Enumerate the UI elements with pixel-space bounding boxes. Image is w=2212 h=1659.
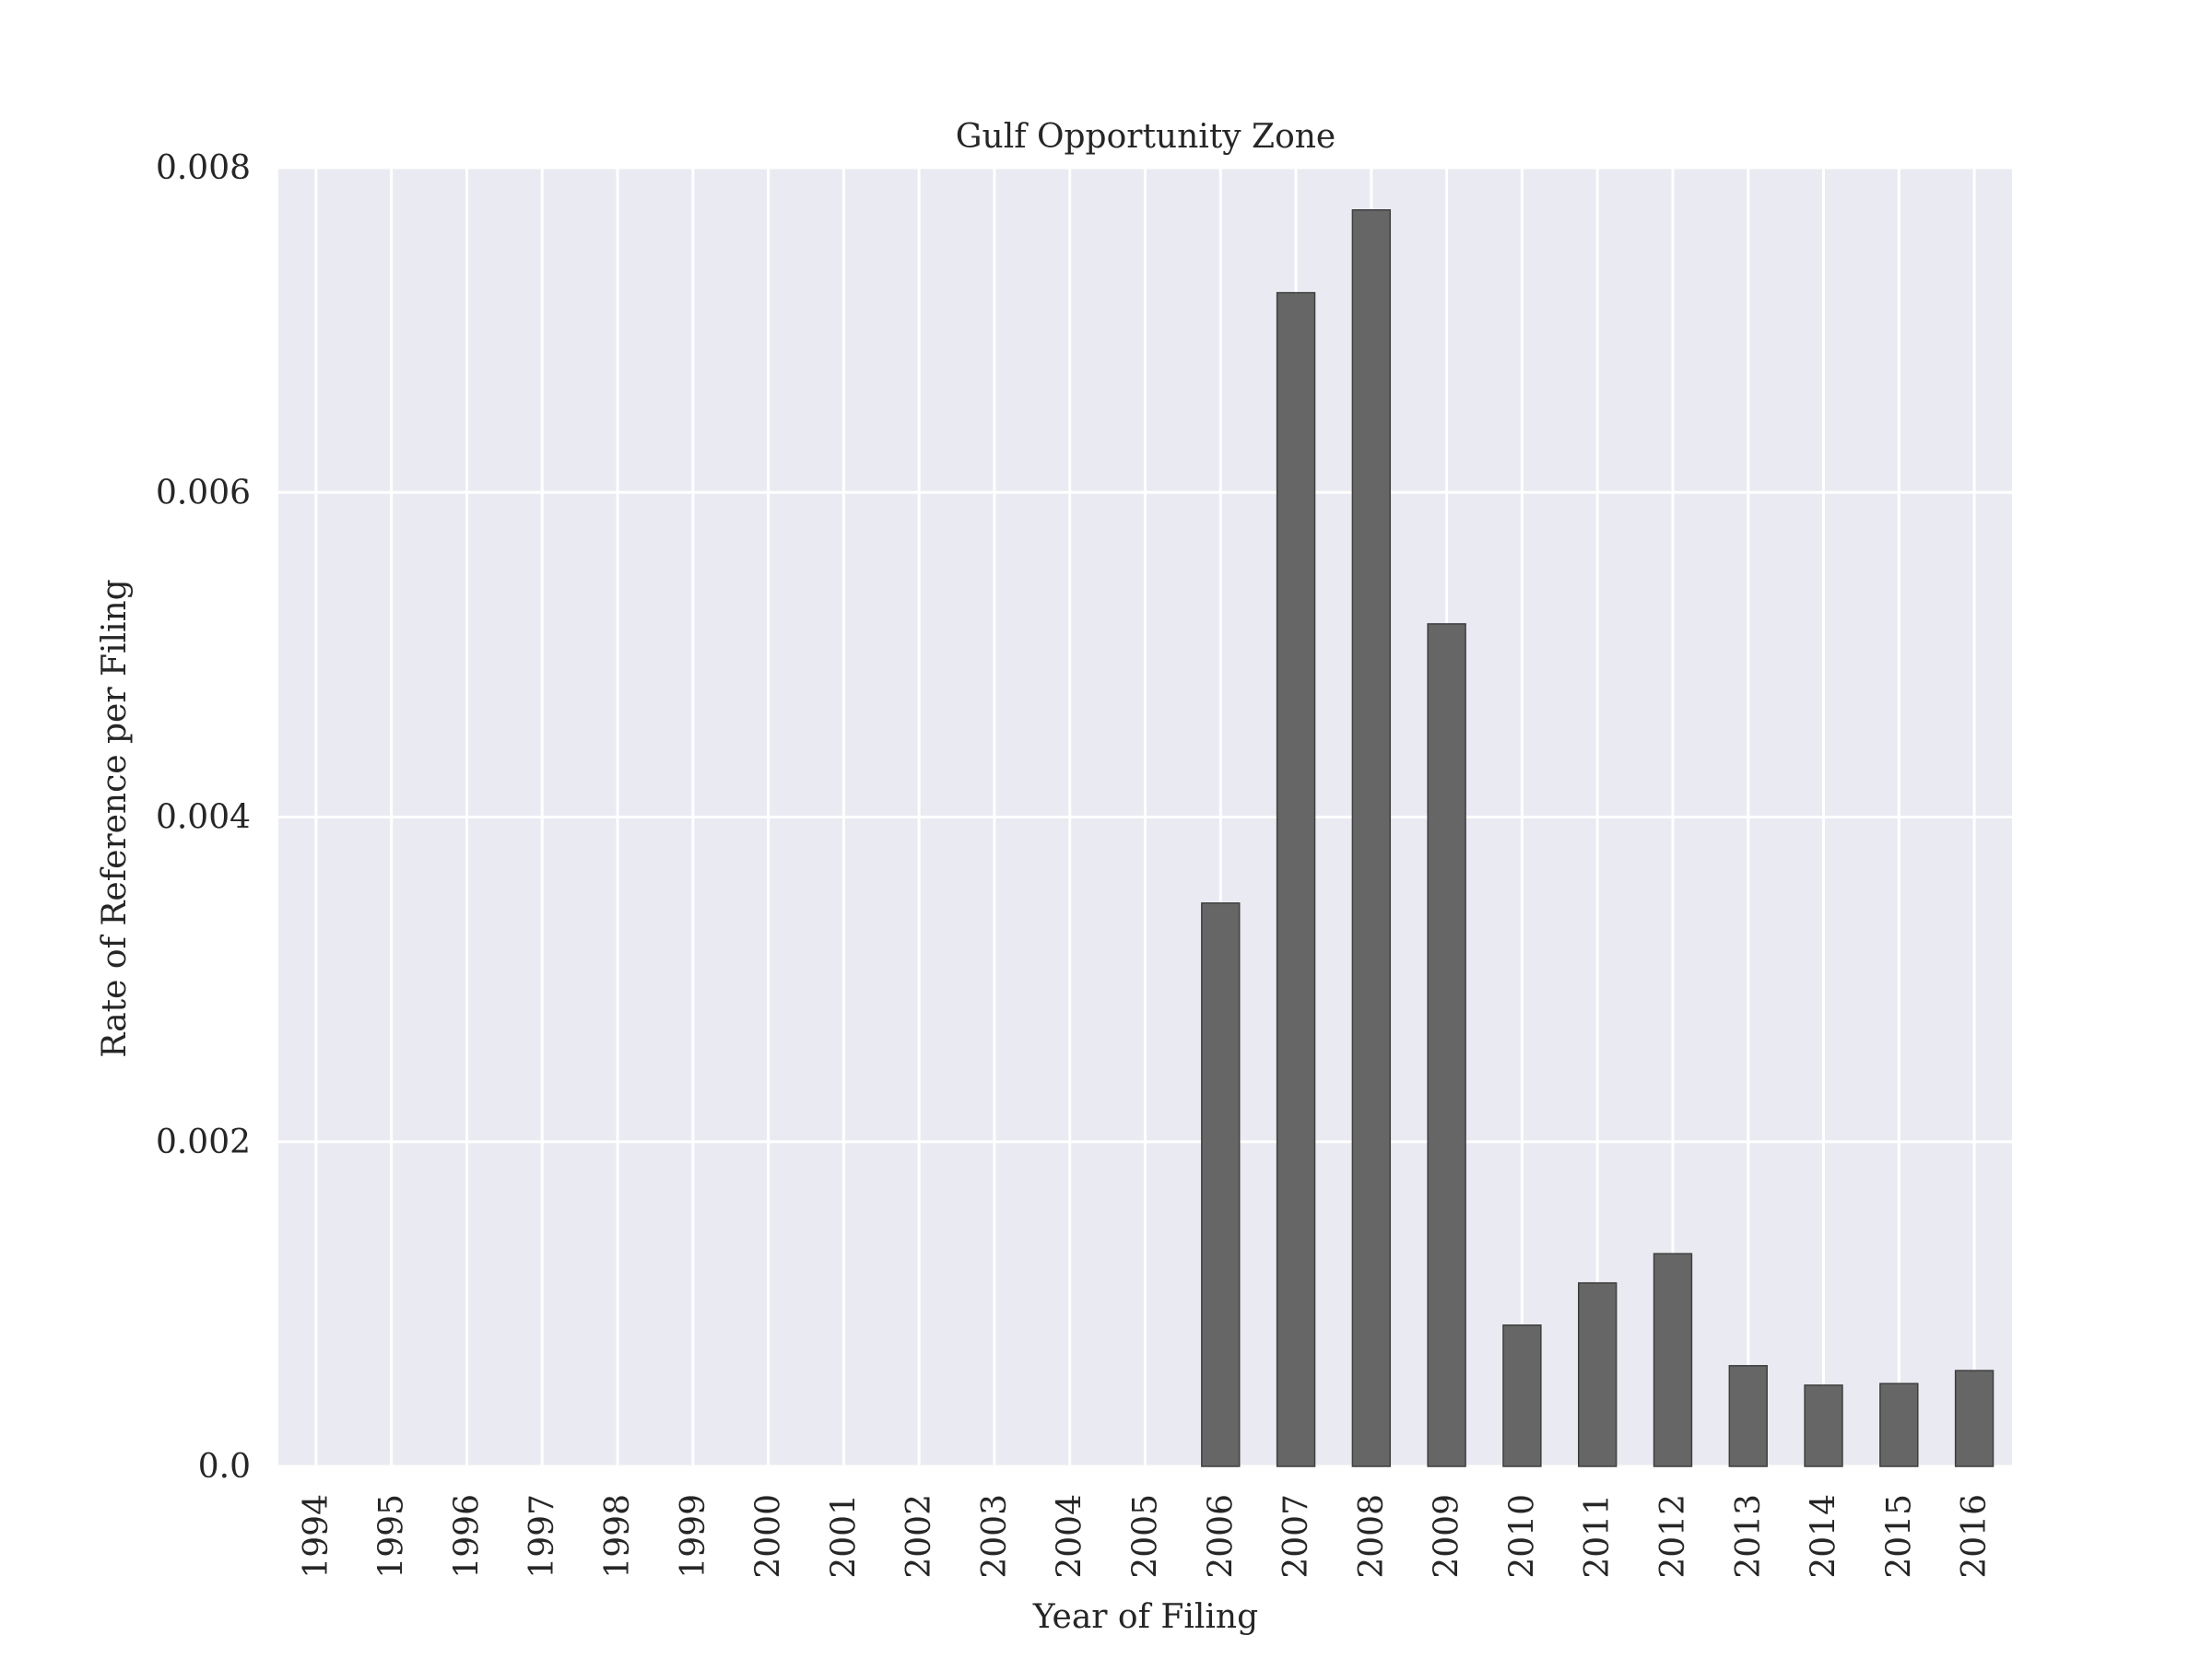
- x-tick-label: 2007: [1277, 1494, 1315, 1579]
- y-tick-label: 0.002: [156, 1124, 251, 1161]
- x-tick-label: 2003: [976, 1494, 1014, 1579]
- bars: [1201, 209, 1994, 1467]
- y-axis-label: Rate of Reference per Filing: [96, 579, 134, 1057]
- x-tick-label: 2011: [1579, 1494, 1617, 1579]
- y-tick-label: 0.006: [156, 474, 251, 512]
- x-tick-label: 1999: [675, 1494, 712, 1579]
- bar-2015: [1879, 1382, 1919, 1467]
- x-tick-label: 2004: [1052, 1494, 1089, 1579]
- bar-2011: [1578, 1282, 1618, 1467]
- bar-2009: [1427, 623, 1466, 1467]
- x-tick-label: 2013: [1730, 1494, 1768, 1579]
- bar-2012: [1653, 1253, 1693, 1467]
- bar-2006: [1201, 902, 1241, 1467]
- x-tick-label: 1994: [298, 1494, 335, 1579]
- x-tick-label: 1995: [373, 1494, 411, 1579]
- bar-2008: [1351, 209, 1392, 1467]
- y-tick-labels: 0.0 0.002 0.004 0.006 0.008: [156, 149, 251, 1486]
- x-tick-label: 2010: [1503, 1494, 1541, 1579]
- x-tick-label: 1996: [448, 1494, 486, 1579]
- bar-2016: [1954, 1370, 1994, 1467]
- x-tick-label: 1997: [524, 1494, 561, 1579]
- y-tick-label: 0.004: [156, 799, 251, 837]
- x-tick-label: 2012: [1654, 1494, 1692, 1579]
- x-tick-labels: 1994 1995 1996 1997 1998 1999 2000 2001 2002 2003…: [298, 1494, 1994, 1579]
- x-tick-label: 2002: [900, 1494, 938, 1579]
- y-tick-label: 0.0: [198, 1448, 251, 1486]
- x-tick-label: 2015: [1880, 1494, 1918, 1579]
- x-tick-label: 2006: [1202, 1494, 1240, 1579]
- x-tick-label: 2014: [1806, 1494, 1843, 1579]
- x-tick-label: 2000: [750, 1494, 788, 1579]
- x-axis-label: Year of Filing: [1032, 1598, 1258, 1636]
- x-tick-label: 2016: [1956, 1494, 1994, 1579]
- x-tick-label: 2008: [1353, 1494, 1391, 1579]
- y-tick-label: 0.008: [156, 149, 251, 187]
- bar-2007: [1276, 291, 1316, 1467]
- bar-2014: [1804, 1384, 1843, 1467]
- x-tick-label: 1998: [599, 1494, 637, 1579]
- x-tick-label: 2009: [1429, 1494, 1466, 1579]
- x-tick-label: 2005: [1127, 1494, 1165, 1579]
- x-tick-label: 2001: [825, 1494, 863, 1579]
- bar-2010: [1502, 1324, 1542, 1467]
- chart-title: Gulf Opportunity Zone: [956, 118, 1336, 156]
- bar-2013: [1728, 1365, 1768, 1467]
